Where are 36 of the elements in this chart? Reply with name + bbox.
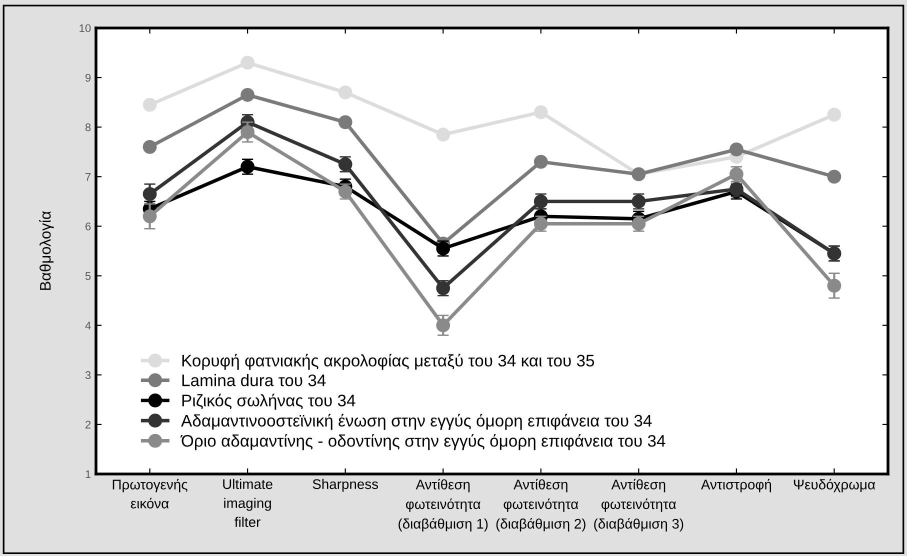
legend-label: Ριζικός σωλήνας του 34 bbox=[182, 394, 356, 410]
x-tick-label: Αντιστροφή bbox=[700, 478, 772, 492]
point bbox=[436, 128, 450, 142]
point bbox=[827, 108, 842, 122]
point bbox=[240, 56, 254, 70]
y-tick-label: 9 bbox=[85, 74, 91, 82]
point bbox=[338, 115, 352, 130]
x-tick-label: Αντίθεση φωτεινότητα (διαβάθμιση 3) bbox=[594, 478, 684, 532]
y-tick-label: 3 bbox=[85, 371, 91, 380]
y-tick-label: 1 bbox=[86, 470, 91, 478]
point bbox=[338, 85, 352, 100]
y-tick-label: 7 bbox=[86, 173, 91, 181]
x-tick-label: Πρωτογενής εικόνα bbox=[112, 478, 188, 508]
x-tick-label: Αντίθεση φωτεινότητα (διαβάθμιση 2) bbox=[496, 478, 586, 532]
y-tick-label: 4 bbox=[85, 322, 91, 330]
legend-label: Αδαμαντινοοστεϊνική ένωση στην εγγύς όμορη επιφάνεια του 34 bbox=[181, 414, 652, 430]
y-tick-label: 5 bbox=[85, 272, 91, 280]
point bbox=[534, 154, 548, 169]
x-tick-label: Ψευδόχρωμα bbox=[794, 478, 876, 492]
x-tick-label: Sharpness bbox=[312, 478, 378, 492]
legend-label: Lamina dura του 34 bbox=[182, 374, 326, 386]
point bbox=[534, 105, 548, 120]
point bbox=[240, 88, 254, 102]
x-tick-label: Ultimate imaging filter bbox=[223, 478, 272, 528]
y-tick-label: 8 bbox=[85, 123, 91, 132]
x-tick-label: Αντίθεση φωτεινότητα (διαβάθμιση 1) bbox=[398, 478, 488, 532]
legend-label: Όριο αδαμαντίνης - οδοντίνης στην εγγύς όμορη επιφάνεια του 34 bbox=[180, 434, 666, 450]
y-tick-label: 2 bbox=[86, 420, 91, 428]
y-axis-title: Βαθμολογία bbox=[39, 211, 54, 290]
legend-label: Κορυφή φατνιακής ακρολοφίας μεταξύ του 34 και του 35 bbox=[182, 354, 594, 370]
point bbox=[142, 140, 157, 154]
y-tick-label: 10 bbox=[80, 24, 91, 32]
point bbox=[142, 98, 157, 112]
y-tick-label: 6 bbox=[86, 222, 91, 230]
point bbox=[827, 170, 842, 184]
point bbox=[730, 142, 744, 156]
